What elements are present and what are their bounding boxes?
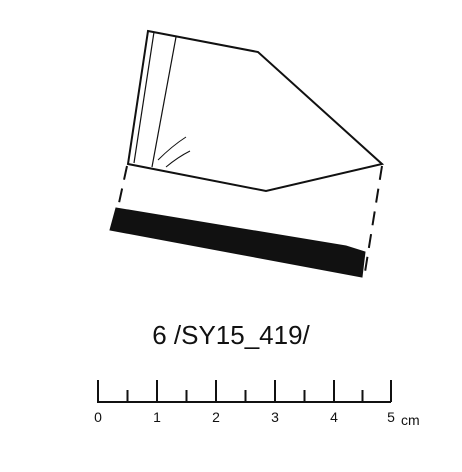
rim-line-band bbox=[151, 36, 177, 168]
scale-label-3: 3 bbox=[271, 409, 279, 425]
dashed-edge-right bbox=[364, 165, 383, 273]
scale-label-0: 0 bbox=[94, 409, 102, 425]
surface-mark-2 bbox=[165, 150, 191, 168]
scale-label-4: 4 bbox=[330, 409, 338, 425]
fragment-outline bbox=[126, 29, 385, 193]
scale-label-5: 5 bbox=[387, 409, 395, 425]
rim-line-inner bbox=[133, 31, 155, 164]
scale-unit-label: cm bbox=[401, 412, 420, 428]
figure-label: 6 /SY15_419/ bbox=[152, 320, 310, 350]
scale-label-1: 1 bbox=[153, 409, 161, 425]
scale-bar: 0 1 2 3 4 5 cm bbox=[94, 380, 420, 428]
scale-label-2: 2 bbox=[212, 409, 220, 425]
section-profile bbox=[109, 207, 366, 278]
surface-mark-1 bbox=[157, 136, 187, 161]
